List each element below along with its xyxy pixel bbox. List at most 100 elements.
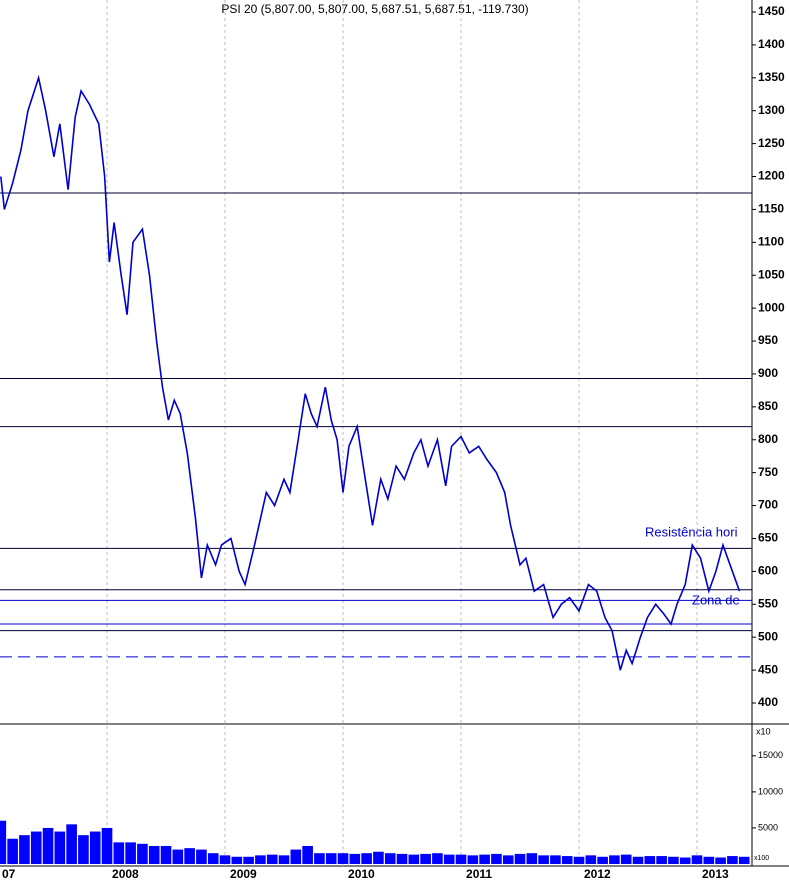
y-tick-label: 900 <box>758 366 778 380</box>
volume-bar <box>89 831 101 864</box>
volume-bar <box>443 854 455 864</box>
volume-bar <box>644 856 656 864</box>
volume-bar <box>349 853 361 864</box>
volume-bar <box>526 853 538 864</box>
y-tick-label: 1150 <box>758 202 784 216</box>
volume-bar <box>620 854 632 864</box>
volume-bar <box>467 855 479 864</box>
x-tick-label: 2010 <box>348 867 375 881</box>
volume-bar <box>373 851 384 864</box>
y-tick-label: 600 <box>758 564 778 578</box>
y-tick-label: 1000 <box>758 300 785 314</box>
y-tick-label: 450 <box>758 662 778 676</box>
y-tick-label: 1100 <box>758 235 784 249</box>
volume-bar <box>738 856 750 864</box>
y-tick-label: 1200 <box>758 169 785 183</box>
volume-bar <box>715 857 726 864</box>
volume-bar <box>66 824 77 864</box>
volume-bar <box>184 848 195 864</box>
y-tick-label: 1400 <box>758 37 785 51</box>
volume-bar <box>656 856 667 864</box>
volume-multiplier: x100 <box>754 855 769 862</box>
y-tick-label: 1050 <box>758 267 785 281</box>
volume-bar <box>727 856 738 864</box>
x-tick-label: 2012 <box>584 867 611 881</box>
volume-bar <box>337 853 349 864</box>
y-tick-label: 850 <box>758 399 778 413</box>
volume-bar <box>384 853 396 864</box>
y-tick-label: 550 <box>758 596 778 610</box>
volume-bar <box>396 853 408 864</box>
volume-bar <box>408 854 420 864</box>
chart-title: PSI 20 (5,807.00, 5,807.00, 5,687.51, 5,… <box>221 2 528 16</box>
y-tick-label: 1350 <box>758 70 785 84</box>
volume-bar <box>101 827 113 864</box>
volume-bar <box>255 855 266 864</box>
volume-bar <box>361 853 372 864</box>
volume-bar <box>219 855 231 864</box>
y-tick-label: 650 <box>758 531 778 545</box>
volume-bar <box>491 853 502 864</box>
annotation: Resistência hori <box>645 524 738 539</box>
volume-bar <box>502 855 514 864</box>
volume-bar <box>573 856 585 864</box>
x-tick-label: 2009 <box>230 867 257 881</box>
price-line <box>0 74 741 671</box>
volume-bar <box>325 853 337 864</box>
volume-bar <box>302 845 313 864</box>
volume-bar <box>125 842 136 864</box>
x-tick-label: 07 <box>2 867 16 881</box>
volume-bar <box>538 855 549 864</box>
volume-bar <box>243 856 254 864</box>
volume-bar <box>703 856 715 864</box>
volume-bar <box>597 856 608 864</box>
volume-bar <box>561 856 573 864</box>
volume-bar <box>266 854 278 864</box>
volume-bar <box>514 853 526 864</box>
volume-bar <box>550 855 561 864</box>
y-tick-label: 1450 <box>758 4 785 18</box>
y-tick-label: 400 <box>758 695 778 709</box>
y-tick-label: 700 <box>758 498 778 512</box>
volume-bar <box>231 856 243 864</box>
volume-bar <box>172 849 184 864</box>
volume-bar <box>691 855 703 864</box>
y-tick-label: 10000 <box>758 786 783 796</box>
volume-bar <box>632 856 644 864</box>
volume-bar <box>609 855 620 864</box>
y-tick-label: 950 <box>758 333 778 347</box>
volume-bar <box>585 855 597 864</box>
volume-bar <box>42 827 54 864</box>
volume-bar <box>19 835 30 864</box>
volume-bar <box>54 831 66 864</box>
y-tick-label: 500 <box>758 629 778 643</box>
volume-bar <box>207 853 219 864</box>
volume-multiplier: x10 <box>756 726 771 736</box>
x-tick-label: 2013 <box>702 867 729 881</box>
y-tick-label: 15000 <box>758 750 783 760</box>
y-tick-label: 1300 <box>758 103 785 117</box>
volume-bar <box>314 853 325 864</box>
x-tick-label: 2011 <box>466 867 492 881</box>
y-tick-label: 1250 <box>758 136 785 150</box>
volume-bar <box>479 854 490 864</box>
volume-bar <box>679 857 691 864</box>
volume-bar <box>137 843 148 864</box>
y-tick-label: 800 <box>758 432 778 446</box>
volume-bar <box>148 845 160 864</box>
volume-bar <box>113 842 125 864</box>
volume-bar <box>455 854 467 864</box>
volume-bar <box>420 853 431 864</box>
x-tick-label: 2008 <box>112 867 139 881</box>
y-tick-label: 5000 <box>758 822 778 832</box>
volume-bar <box>432 853 443 864</box>
volume-bar <box>7 838 18 864</box>
volume-bar <box>196 849 207 864</box>
volume-bar <box>0 820 7 864</box>
volume-bar <box>290 849 302 864</box>
volume-bar <box>160 845 172 864</box>
volume-bar <box>668 856 679 864</box>
volume-bar <box>30 831 42 864</box>
